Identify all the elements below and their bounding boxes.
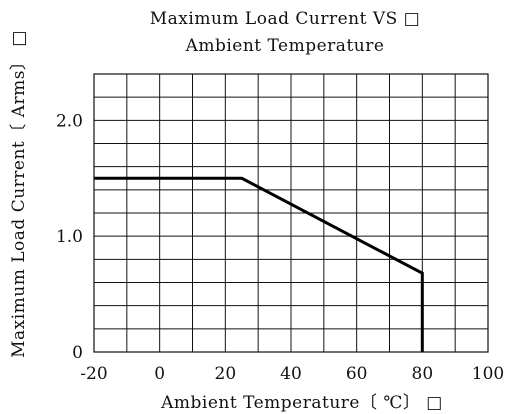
y-tick-label: 2.0: [56, 111, 83, 131]
y-tick-labels: 0 1.0 2.0: [56, 111, 83, 363]
chart-title-line-1: Maximum Load Current VS □: [150, 9, 420, 29]
x-tick-label: 100: [472, 364, 504, 384]
x-tick-label: 20: [215, 364, 237, 384]
x-tick-label: 40: [280, 364, 302, 384]
y-tick-label: 1.0: [56, 227, 83, 247]
x-tick-label: 0: [154, 364, 165, 384]
y-axis-label: Maximum Load Current〔 Arms〕 □: [9, 30, 29, 358]
x-tick-label: -20: [80, 364, 107, 384]
x-tick-label: 80: [412, 364, 434, 384]
y-tick-label: 0: [72, 343, 83, 363]
chart-title-line-2: Ambient Temperature: [185, 36, 385, 56]
plot-frame: [93, 73, 489, 353]
series-line: [94, 176, 424, 352]
grid: [94, 74, 488, 352]
x-axis-label: Ambient Temperature〔 ℃〕 □: [160, 393, 443, 413]
x-tick-label: 60: [346, 364, 368, 384]
x-tick-labels: -20 0 20 40 60 80 100: [80, 364, 504, 384]
